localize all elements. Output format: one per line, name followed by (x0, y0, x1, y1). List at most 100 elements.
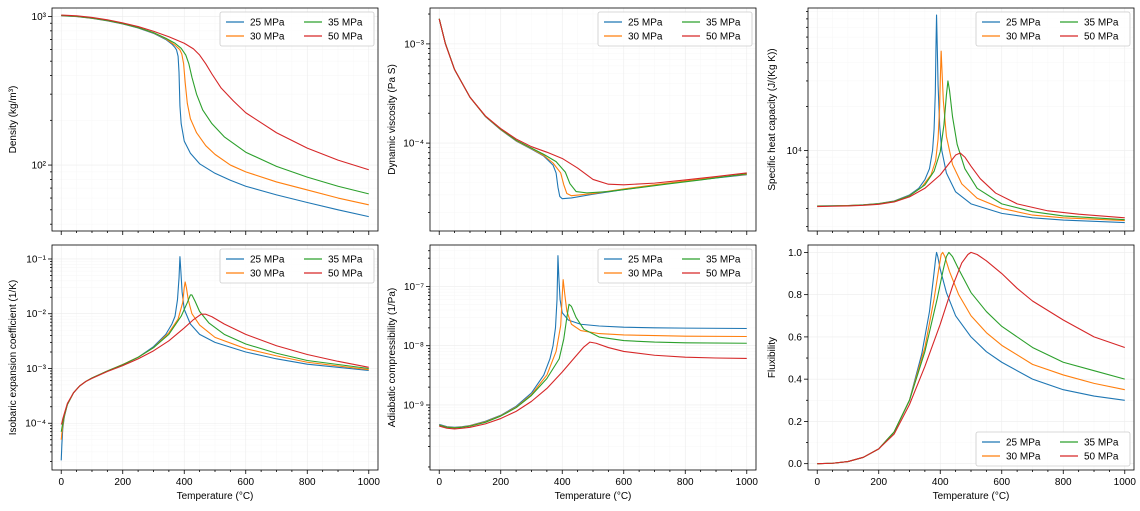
x-tick-label: 0 (814, 477, 820, 488)
series-line-50-mpa (817, 251, 1125, 465)
legend-label: 30 MPa (628, 32, 663, 43)
y-tick-label: 10³ (32, 12, 47, 23)
y-tick-label: 0.2 (788, 417, 802, 428)
legend-label: 30 MPa (250, 269, 285, 280)
series-line-35-mpa (61, 14, 369, 195)
legend-label: 25 MPa (1006, 438, 1041, 449)
legend-label: 35 MPa (1084, 438, 1119, 449)
legend-label: 30 MPa (1006, 452, 1041, 463)
chart-fluxibility: 0 200 400 600 800 1000 0.0 0.2 0.4 0.6 0.8 1.0 Fluxi… (767, 244, 1137, 502)
legend-box (219, 248, 375, 284)
x-tick-label: 800 (299, 477, 316, 488)
legend: 25 MPa 30 MPa 35 MPa 50 MPa (219, 11, 375, 47)
legend-box (597, 248, 753, 284)
legend: 25 MPa 30 MPa 35 MPa 50 MPa (975, 431, 1131, 467)
y-tick-label: 10⁻³ (26, 364, 46, 375)
series-line-50-mpa (817, 152, 1125, 219)
x-tick-label: 1000 (736, 477, 759, 488)
legend-box (597, 11, 753, 47)
chart-beta: 0 200 400 600 800 1000 10⁻⁴ 10⁻³ 10⁻² 10⁻¹ Isobari… (8, 244, 381, 502)
legend-label: 25 MPa (250, 255, 285, 266)
legend-label: 35 MPa (328, 18, 363, 29)
legend-label: 50 MPa (1084, 452, 1119, 463)
chart-cp: 10⁴ Specific heat capacity (J/(Kg K)) 25 M… (767, 7, 1135, 235)
legend-label: 50 MPa (706, 269, 741, 280)
y-tick-label: 10⁻⁸ (403, 341, 424, 352)
y-tick-label: 0.0 (788, 459, 802, 470)
y-tick-label: 10⁻⁹ (403, 400, 424, 411)
x-tick-label: 200 (492, 477, 509, 488)
legend: 25 MPa 30 MPa 35 MPa 50 MPa (219, 248, 375, 284)
x-tick-label: 800 (1055, 477, 1072, 488)
x-tick-label: 600 (237, 477, 254, 488)
y-tick-label: 10⁻⁴ (403, 139, 424, 150)
legend-label: 25 MPa (250, 18, 285, 29)
legend: 25 MPa 30 MPa 35 MPa 50 MPa (975, 11, 1131, 47)
y-axis-label: Fluxibility (767, 337, 778, 378)
legend-label: 35 MPa (706, 18, 741, 29)
x-tick-label: 400 (176, 477, 193, 488)
x-tick-label: 1000 (1114, 477, 1137, 488)
y-tick-label: 10⁻² (26, 309, 46, 320)
x-axis-label: Temperature (°C) (177, 491, 254, 502)
y-tick-label: 0.8 (788, 290, 802, 301)
series-line-35-mpa (439, 303, 747, 429)
legend: 25 MPa 30 MPa 35 MPa 50 MPa (597, 11, 753, 47)
legend-label: 50 MPa (706, 32, 741, 43)
y-axis-label: Specific heat capacity (J/(Kg K)) (767, 48, 778, 190)
x-axis-label: Temperature (°C) (555, 491, 632, 502)
legend-box (975, 11, 1131, 47)
legend-label: 50 MPa (328, 32, 363, 43)
x-tick-label: 200 (870, 477, 887, 488)
series-line-50-mpa (61, 14, 369, 171)
x-tick-label: 800 (677, 477, 694, 488)
legend-box (219, 11, 375, 47)
series-line-50-mpa (60, 313, 369, 425)
x-tick-label: 400 (554, 477, 571, 488)
y-tick-label: 10² (32, 161, 47, 172)
series-group (61, 14, 369, 218)
y-tick-label: 10⁻⁷ (404, 282, 424, 293)
y-tick-label: 10⁻¹ (26, 254, 46, 265)
legend-label: 30 MPa (628, 269, 663, 280)
legend-label: 30 MPa (1006, 32, 1041, 43)
plot-frame (807, 7, 1135, 232)
y-tick-label: 0.4 (788, 375, 802, 386)
legend-label: 35 MPa (1084, 18, 1119, 29)
y-tick-label: 0.6 (788, 332, 802, 343)
plot-frame (429, 244, 757, 471)
legend-box (975, 431, 1131, 467)
y-axis-label: Density (kg/m³) (8, 86, 19, 154)
chart-density: 10² 10³ Density (kg/m³) 25 MPa 30 MPa 35 MPa 5… (8, 7, 379, 235)
y-axis-label: Adiabatic compressibility (1/Pa) (387, 288, 398, 428)
legend-label: 25 MPa (1006, 18, 1041, 29)
legend-label: 35 MPa (706, 255, 741, 266)
chart-compressibility: 0 200 400 600 800 1000 10⁻⁹ 10⁻⁸ 10⁻⁷ Adiabatic c… (387, 244, 759, 502)
x-axis-label: Temperature (°C) (933, 491, 1010, 502)
legend-label: 50 MPa (1084, 32, 1119, 43)
series-line-50-mpa (439, 341, 747, 430)
x-tick-label: 1000 (358, 477, 381, 488)
x-tick-label: 0 (436, 477, 442, 488)
y-axis-label: Isobaric expansion coefficient (1/K) (8, 280, 19, 435)
x-tick-label: 0 (58, 477, 64, 488)
series-line-50-mpa (438, 18, 747, 186)
legend-label: 25 MPa (628, 18, 663, 29)
legend-label: 50 MPa (328, 269, 363, 280)
series-group (817, 14, 1125, 224)
y-tick-label: 1.0 (788, 248, 802, 259)
y-tick-label: 10⁻³ (404, 39, 424, 50)
series-group (439, 255, 747, 430)
x-tick-label: 400 (932, 477, 949, 488)
plot-frame (51, 244, 379, 471)
series-group (817, 251, 1125, 465)
legend: 25 MPa 30 MPa 35 MPa 50 MPa (597, 248, 753, 284)
plot-frame (429, 7, 757, 232)
legend-label: 35 MPa (328, 255, 363, 266)
legend-label: 30 MPa (250, 32, 285, 43)
legend-label: 25 MPa (628, 255, 663, 266)
x-tick-label: 200 (114, 477, 131, 488)
plot-frame (807, 244, 1135, 471)
chart-viscosity: 10⁻⁴ 10⁻³ Dynamic viscosity (Pa S) 25 MPa 30… (387, 7, 757, 235)
